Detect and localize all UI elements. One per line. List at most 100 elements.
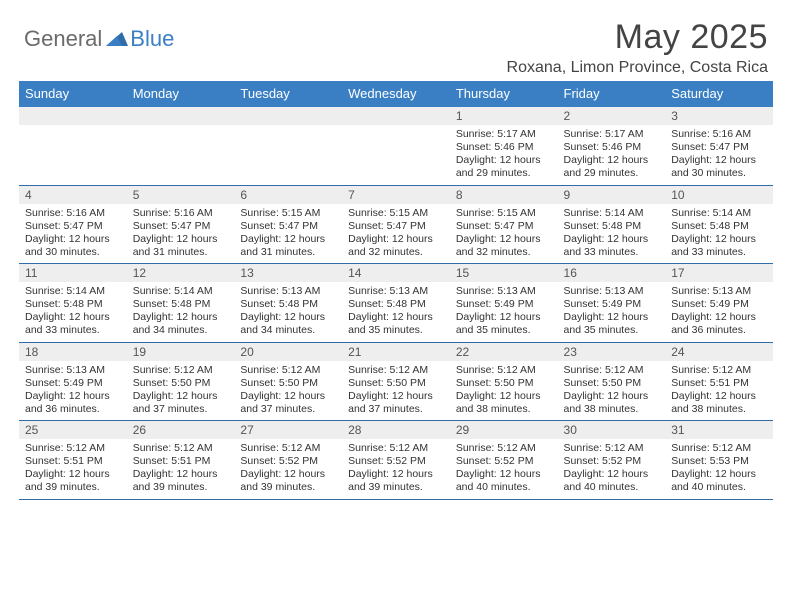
sunset-line: Sunset: 5:48 PM (25, 298, 121, 311)
daylight-line: Daylight: 12 hours and 38 minutes. (456, 390, 552, 416)
daylight-line: Daylight: 12 hours and 33 minutes. (671, 233, 767, 259)
day-number-cell: 11 (19, 264, 127, 283)
day-number-cell: 6 (234, 185, 342, 204)
sunrise-line: Sunrise: 5:14 AM (564, 207, 660, 220)
daylight-line: Daylight: 12 hours and 37 minutes. (240, 390, 336, 416)
day-cell-body: Sunrise: 5:16 AMSunset: 5:47 PMDaylight:… (665, 125, 773, 185)
day-cell: Sunrise: 5:12 AMSunset: 5:51 PMDaylight:… (665, 361, 773, 421)
sunset-line: Sunset: 5:48 PM (133, 298, 229, 311)
sunrise-line: Sunrise: 5:12 AM (133, 364, 229, 377)
daynum-row: 123 (19, 107, 773, 126)
day-cell-body: Sunrise: 5:14 AMSunset: 5:48 PMDaylight:… (19, 282, 127, 342)
day-cell: Sunrise: 5:13 AMSunset: 5:48 PMDaylight:… (342, 282, 450, 342)
day-number-cell: 19 (127, 342, 235, 361)
day-cell-body: Sunrise: 5:12 AMSunset: 5:52 PMDaylight:… (558, 439, 666, 499)
day-cell: Sunrise: 5:14 AMSunset: 5:48 PMDaylight:… (19, 282, 127, 342)
daylight-line: Daylight: 12 hours and 31 minutes. (240, 233, 336, 259)
content-row: Sunrise: 5:16 AMSunset: 5:47 PMDaylight:… (19, 204, 773, 264)
day-number-cell: 5 (127, 185, 235, 204)
calendar-head: SundayMondayTuesdayWednesdayThursdayFrid… (19, 81, 773, 107)
day-cell: Sunrise: 5:12 AMSunset: 5:51 PMDaylight:… (127, 439, 235, 499)
daylight-line: Daylight: 12 hours and 32 minutes. (348, 233, 444, 259)
sunrise-line: Sunrise: 5:12 AM (25, 442, 121, 455)
day-cell-body: Sunrise: 5:12 AMSunset: 5:52 PMDaylight:… (342, 439, 450, 499)
day-number-cell: 26 (127, 421, 235, 440)
title-block: May 2025 Roxana, Limon Province, Costa R… (507, 18, 768, 77)
day-cell-body: Sunrise: 5:12 AMSunset: 5:52 PMDaylight:… (234, 439, 342, 499)
day-number-cell: 2 (558, 107, 666, 126)
day-cell: Sunrise: 5:12 AMSunset: 5:52 PMDaylight:… (234, 439, 342, 499)
daylight-line: Daylight: 12 hours and 31 minutes. (133, 233, 229, 259)
content-row: Sunrise: 5:13 AMSunset: 5:49 PM Daylight:… (19, 361, 773, 421)
daylight-line: Daylight: 12 hours and 40 minutes. (671, 468, 767, 494)
day-cell-body: Sunrise: 5:12 AMSunset: 5:50 PMDaylight:… (450, 361, 558, 421)
day-header: Tuesday (234, 81, 342, 107)
empty-daynum-cell (234, 107, 342, 126)
day-number-cell: 7 (342, 185, 450, 204)
empty-daynum-cell (342, 107, 450, 126)
sunset-line: Sunset: 5:47 PM (348, 220, 444, 233)
daynum-row: 11121314151617 (19, 264, 773, 283)
day-number-cell: 15 (450, 264, 558, 283)
day-cell: Sunrise: 5:16 AMSunset: 5:47 PMDaylight:… (127, 204, 235, 264)
daylight-line: Daylight: 12 hours and 39 minutes. (133, 468, 229, 494)
day-cell: Sunrise: 5:12 AMSunset: 5:50 PMDaylight:… (558, 361, 666, 421)
daylight-line: Daylight: 12 hours and 38 minutes. (564, 390, 660, 416)
empty-cell (19, 125, 127, 185)
sunset-line: Sunset: 5:47 PM (456, 220, 552, 233)
daylight-line: Daylight: 12 hours and 38 minutes. (671, 390, 767, 416)
empty-cell (234, 125, 342, 185)
day-header: Monday (127, 81, 235, 107)
day-cell: Sunrise: 5:12 AMSunset: 5:53 PMDaylight:… (665, 439, 773, 499)
day-header: Thursday (450, 81, 558, 107)
daynum-row: 25262728293031 (19, 421, 773, 440)
sunset-line: Sunset: 5:49 PM (564, 298, 660, 311)
calendar-body: 123 Sunrise: 5:17 AMSunset: 5:46 PMDayli… (19, 107, 773, 500)
sunset-line: Sunset: 5:52 PM (348, 455, 444, 468)
day-cell: Sunrise: 5:17 AMSunset: 5:46 PMDaylight:… (450, 125, 558, 185)
day-cell: Sunrise: 5:13 AMSunset: 5:49 PMDaylight:… (558, 282, 666, 342)
sunset-line: Sunset: 5:50 PM (456, 377, 552, 390)
content-row: Sunrise: 5:17 AMSunset: 5:46 PMDaylight:… (19, 125, 773, 185)
sunrise-line: Sunrise: 5:12 AM (348, 364, 444, 377)
day-number-cell: 13 (234, 264, 342, 283)
day-number-cell: 30 (558, 421, 666, 440)
sunset-line: Sunset: 5:52 PM (564, 455, 660, 468)
day-cell: Sunrise: 5:17 AMSunset: 5:46 PMDaylight:… (558, 125, 666, 185)
day-cell-body: Sunrise: 5:14 AMSunset: 5:48 PMDaylight:… (127, 282, 235, 342)
day-cell-body: Sunrise: 5:14 AMSunset: 5:48 PMDaylight:… (665, 204, 773, 264)
day-number-cell: 16 (558, 264, 666, 283)
sunset-line: Sunset: 5:48 PM (348, 298, 444, 311)
day-cell: Sunrise: 5:15 AMSunset: 5:47 PMDaylight:… (234, 204, 342, 264)
day-cell-body: Sunrise: 5:12 AMSunset: 5:51 PMDaylight:… (665, 361, 773, 421)
sunrise-line: Sunrise: 5:13 AM (25, 364, 121, 377)
sunset-line: Sunset: 5:49 PM (25, 377, 121, 390)
day-number-cell: 28 (342, 421, 450, 440)
day-cell: Sunrise: 5:16 AMSunset: 5:47 PMDaylight:… (665, 125, 773, 185)
day-cell: Sunrise: 5:13 AMSunset: 5:49 PMDaylight:… (665, 282, 773, 342)
sunrise-line: Sunrise: 5:12 AM (456, 442, 552, 455)
logo-text-blue: Blue (130, 26, 174, 52)
day-cell: Sunrise: 5:14 AMSunset: 5:48 PMDaylight:… (558, 204, 666, 264)
day-cell-body: Sunrise: 5:14 AMSunset: 5:48 PMDaylight:… (558, 204, 666, 264)
sunset-line: Sunset: 5:46 PM (564, 141, 660, 154)
sunrise-line: Sunrise: 5:13 AM (348, 285, 444, 298)
day-cell: Sunrise: 5:16 AMSunset: 5:47 PMDaylight:… (19, 204, 127, 264)
sunset-line: Sunset: 5:49 PM (671, 298, 767, 311)
month-title: May 2025 (507, 18, 768, 57)
day-cell-body: Sunrise: 5:13 AMSunset: 5:49 PMDaylight:… (665, 282, 773, 342)
empty-daynum-cell (127, 107, 235, 126)
sunset-line: Sunset: 5:47 PM (25, 220, 121, 233)
empty-cell (127, 125, 235, 185)
sunset-line: Sunset: 5:48 PM (671, 220, 767, 233)
day-cell: Sunrise: 5:12 AMSunset: 5:52 PMDaylight:… (342, 439, 450, 499)
empty-daynum-cell (19, 107, 127, 126)
sunset-line: Sunset: 5:51 PM (133, 455, 229, 468)
sunrise-line: Sunrise: 5:12 AM (564, 364, 660, 377)
sunrise-line: Sunrise: 5:16 AM (671, 128, 767, 141)
content-row: Sunrise: 5:14 AMSunset: 5:48 PMDaylight:… (19, 282, 773, 342)
sunrise-line: Sunrise: 5:14 AM (25, 285, 121, 298)
day-cell-body: Sunrise: 5:12 AMSunset: 5:51 PMDaylight:… (19, 439, 127, 499)
day-cell-body: Sunrise: 5:12 AMSunset: 5:51 PMDaylight:… (127, 439, 235, 499)
day-cell-body: Sunrise: 5:13 AMSunset: 5:49 PMDaylight:… (558, 282, 666, 342)
